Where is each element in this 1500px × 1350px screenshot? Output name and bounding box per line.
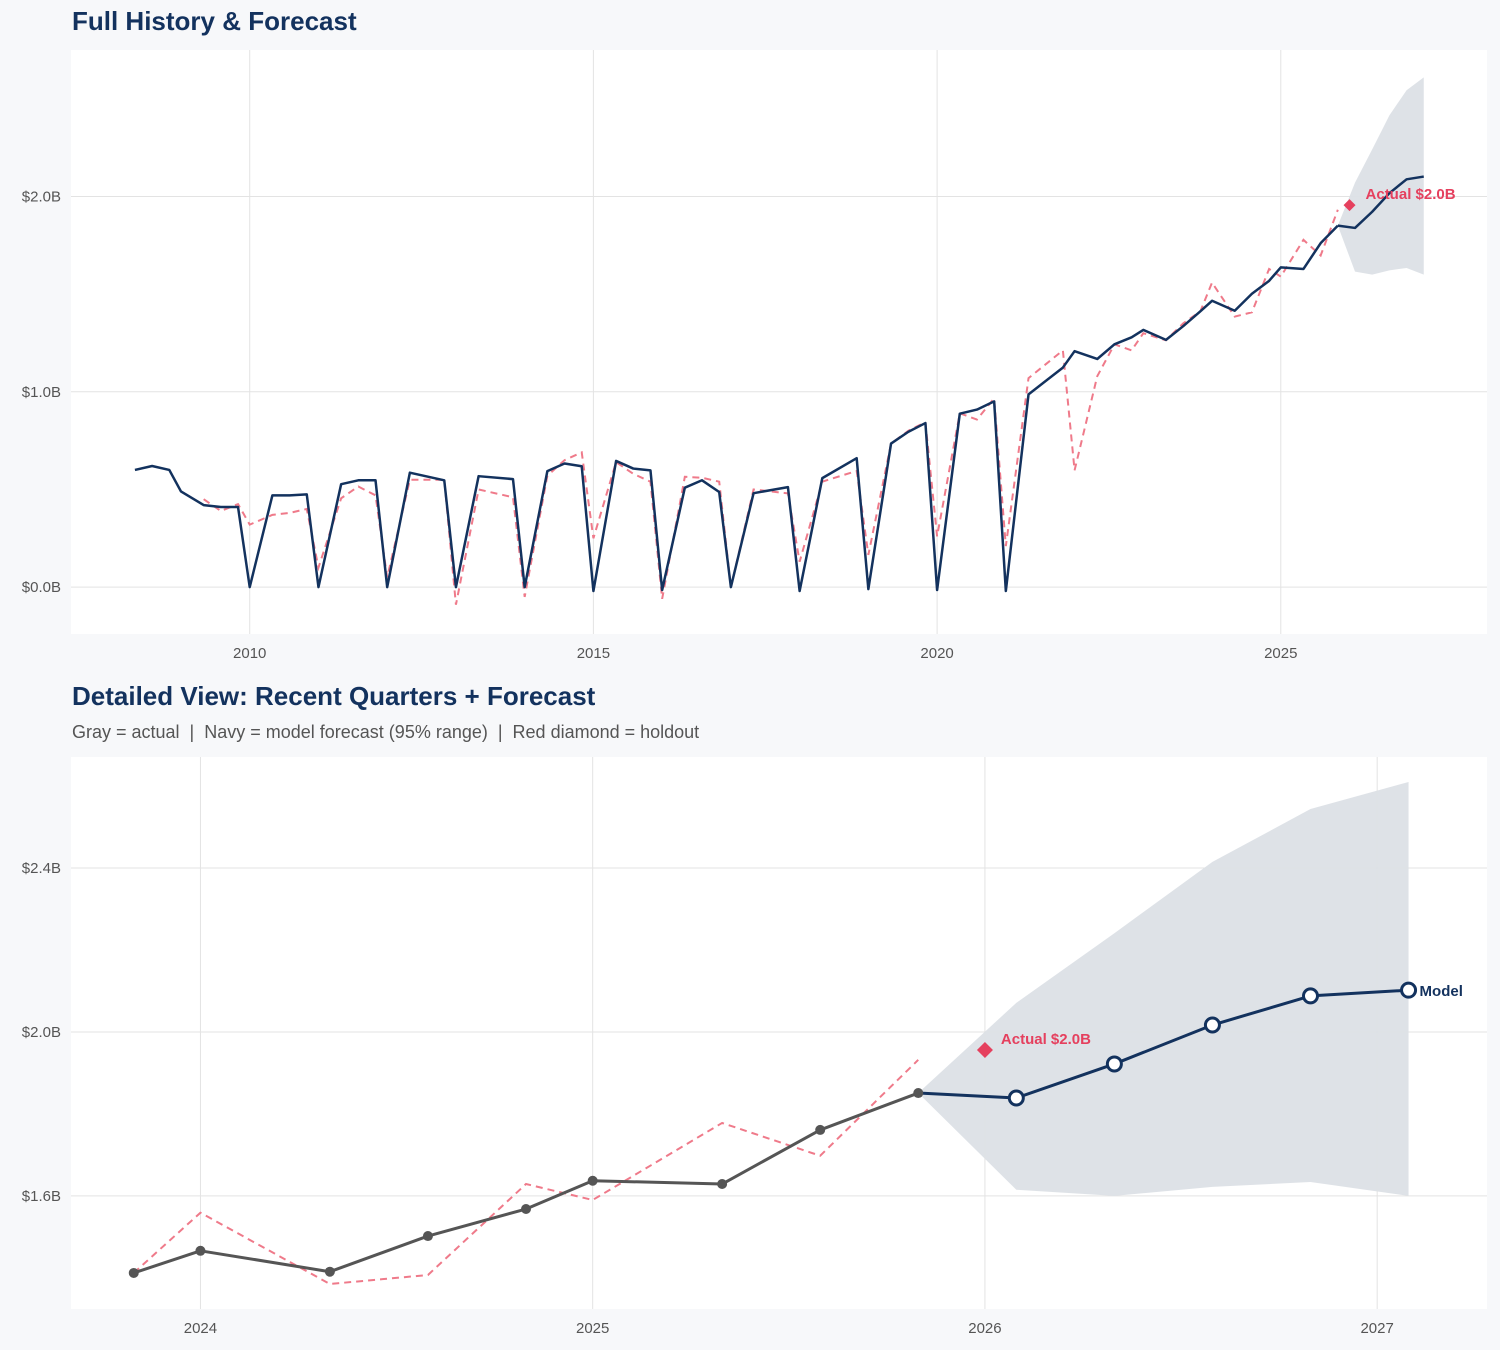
top-holdout-annotation: Actual $2.0B bbox=[1366, 186, 1456, 203]
forecast-point bbox=[1007, 1089, 1025, 1107]
forecast-point bbox=[1203, 1016, 1221, 1034]
top-y-tick-label: $2.0B bbox=[22, 188, 61, 205]
top-x-tick-label: 2020 bbox=[920, 645, 953, 662]
top-x-tick-label: 2025 bbox=[1264, 645, 1297, 662]
top-x-tick-label: 2010 bbox=[233, 645, 266, 662]
top-actual-line bbox=[134, 224, 1339, 593]
bottom-chart-title: Detailed View: Recent Quarters + Forecas… bbox=[72, 681, 596, 711]
top-y-tick-label: $1.0B bbox=[22, 384, 61, 401]
top-chart-title: Full History & Forecast bbox=[72, 6, 357, 36]
actual-point bbox=[521, 1204, 532, 1215]
detail-x-tick-label: 2024 bbox=[184, 1320, 217, 1337]
detail-y-tick-label: $1.6B bbox=[22, 1188, 61, 1205]
detail-y-tick-label: $2.0B bbox=[22, 1024, 61, 1041]
forecast-label: Model bbox=[1420, 983, 1463, 1000]
forecast-point bbox=[1105, 1055, 1123, 1073]
forecast-point bbox=[1301, 987, 1319, 1005]
actual-point bbox=[324, 1266, 335, 1277]
detail-forecast-band bbox=[918, 781, 1409, 1196]
detail-forecast-line bbox=[918, 988, 1409, 1100]
bottom-chart-subtitle: Gray = actual | Navy = model forecast (9… bbox=[72, 722, 700, 742]
forecast-point bbox=[1400, 981, 1418, 999]
actual-point bbox=[422, 1231, 433, 1242]
top-plot-area bbox=[71, 50, 1487, 634]
detail-x-tick-label: 2026 bbox=[968, 1320, 1001, 1337]
actual-point bbox=[815, 1124, 826, 1135]
actual-point bbox=[913, 1088, 924, 1099]
detail-holdout-annotation: Actual $2.0B bbox=[1001, 1031, 1091, 1048]
detail-y-tick-label: $2.4B bbox=[22, 860, 61, 877]
detail-holdout-diamond bbox=[976, 1042, 993, 1059]
top-y-tick-label: $0.0B bbox=[22, 579, 61, 596]
top-forecast-line bbox=[1337, 175, 1424, 230]
actual-point bbox=[195, 1245, 206, 1256]
actual-point bbox=[717, 1179, 728, 1190]
detail-plot: 2024 2025 2026 2027 $1.6B $2.0B $2.4B Model Actu… bbox=[22, 757, 1487, 1337]
actual-point bbox=[587, 1175, 598, 1186]
detail-x-tick-label: 2025 bbox=[576, 1320, 609, 1337]
detail-x-tick-label: 2027 bbox=[1360, 1320, 1393, 1337]
actual-point bbox=[128, 1267, 139, 1278]
top-holdout-diamond bbox=[1343, 199, 1356, 212]
detail-fitted-line bbox=[133, 1059, 919, 1286]
top-x-tick-label: 2015 bbox=[577, 645, 610, 662]
top-plot: 2010 2015 2020 2025 $0.0B $1.0B $2.0B Actual $2… bbox=[22, 50, 1487, 662]
